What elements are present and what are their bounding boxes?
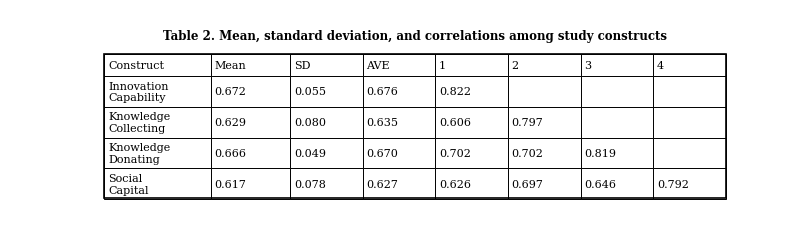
Bar <box>290 77 363 107</box>
Bar <box>653 169 726 199</box>
Text: SD: SD <box>294 61 310 71</box>
Bar <box>363 169 435 199</box>
Text: 0.792: 0.792 <box>657 179 688 189</box>
Text: 4: 4 <box>657 61 664 71</box>
Bar <box>363 107 435 138</box>
Bar <box>581 77 653 107</box>
Bar <box>435 77 508 107</box>
Bar <box>104 77 211 107</box>
Bar <box>435 138 508 169</box>
Text: 0.822: 0.822 <box>439 87 471 97</box>
Text: 0.627: 0.627 <box>366 179 399 189</box>
Bar <box>211 169 290 199</box>
Bar <box>363 54 435 77</box>
Bar <box>581 54 653 77</box>
Bar <box>211 77 290 107</box>
Text: 0.797: 0.797 <box>512 118 544 128</box>
Bar <box>581 107 653 138</box>
Bar <box>435 169 508 199</box>
Bar <box>104 169 211 199</box>
Text: Construct: Construct <box>109 61 164 71</box>
Bar <box>211 107 290 138</box>
Bar <box>508 138 581 169</box>
Text: 0.606: 0.606 <box>439 118 471 128</box>
Text: 0.078: 0.078 <box>294 179 326 189</box>
Text: 0.670: 0.670 <box>366 148 399 158</box>
Bar <box>104 107 211 138</box>
Text: 0.819: 0.819 <box>584 148 616 158</box>
Text: 0.629: 0.629 <box>215 118 246 128</box>
Text: 0.702: 0.702 <box>439 148 471 158</box>
Text: 0.646: 0.646 <box>584 179 616 189</box>
Bar <box>435 107 508 138</box>
Text: 0.672: 0.672 <box>215 87 246 97</box>
Text: Knowledge
Collecting: Knowledge Collecting <box>109 112 170 133</box>
Text: 0.080: 0.080 <box>294 118 326 128</box>
Bar <box>211 54 290 77</box>
Bar <box>508 77 581 107</box>
Bar <box>581 169 653 199</box>
Bar <box>211 138 290 169</box>
Text: 0.055: 0.055 <box>294 87 326 97</box>
Text: 0.697: 0.697 <box>512 179 544 189</box>
Text: 0.049: 0.049 <box>294 148 326 158</box>
Bar <box>508 169 581 199</box>
Bar <box>653 138 726 169</box>
Bar <box>104 138 211 169</box>
Bar <box>653 77 726 107</box>
Text: Table 2. Mean, standard deviation, and correlations among study constructs: Table 2. Mean, standard deviation, and c… <box>163 30 667 43</box>
Bar <box>435 54 508 77</box>
Bar <box>290 54 363 77</box>
Text: AVE: AVE <box>366 61 390 71</box>
Text: 2: 2 <box>512 61 519 71</box>
Text: Social
Capital: Social Capital <box>109 173 149 195</box>
Text: Mean: Mean <box>215 61 246 71</box>
Text: 0.635: 0.635 <box>366 118 399 128</box>
Text: 0.702: 0.702 <box>512 148 544 158</box>
Bar <box>104 54 726 199</box>
Bar <box>581 138 653 169</box>
Bar <box>508 107 581 138</box>
Bar <box>363 77 435 107</box>
Text: 3: 3 <box>584 61 591 71</box>
Bar <box>290 169 363 199</box>
Text: 0.626: 0.626 <box>439 179 471 189</box>
Bar <box>508 54 581 77</box>
Text: Innovation
Capability: Innovation Capability <box>109 81 168 103</box>
Text: 0.666: 0.666 <box>215 148 246 158</box>
Text: 0.676: 0.676 <box>366 87 399 97</box>
Bar <box>290 107 363 138</box>
Bar <box>363 138 435 169</box>
Bar <box>290 138 363 169</box>
Bar <box>653 107 726 138</box>
Text: Knowledge
Donating: Knowledge Donating <box>109 143 170 164</box>
Text: 1: 1 <box>439 61 446 71</box>
Text: 0.617: 0.617 <box>215 179 246 189</box>
Bar <box>653 54 726 77</box>
Bar <box>104 54 211 77</box>
